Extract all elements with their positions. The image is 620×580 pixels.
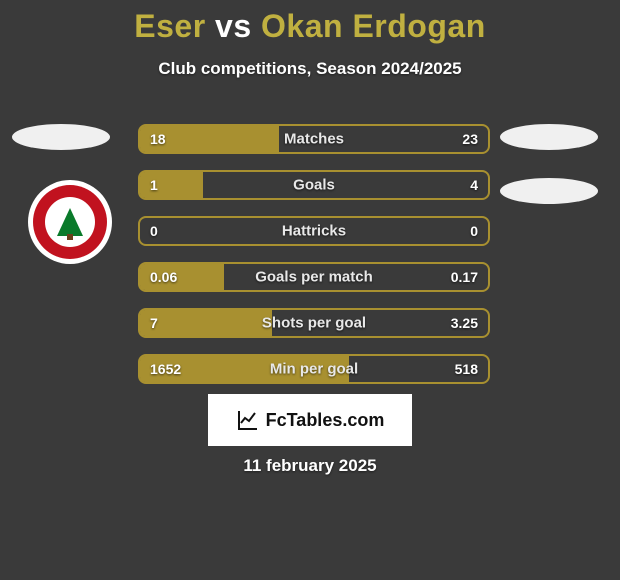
date-text: 11 february 2025 xyxy=(0,456,620,476)
player1-name: Eser xyxy=(134,8,205,44)
stat-value-right: 0.17 xyxy=(451,269,478,285)
stat-row: 18 Matches 23 xyxy=(138,124,490,154)
stat-label: Matches xyxy=(284,131,344,148)
stat-value-right: 23 xyxy=(462,131,478,147)
club-badge-umraniye xyxy=(28,180,112,264)
player1-badge-placeholder xyxy=(12,124,110,150)
stat-value-left: 18 xyxy=(150,131,166,147)
stat-fill-left xyxy=(140,310,272,336)
stat-value-left: 1652 xyxy=(150,361,181,377)
stat-row: 1652 Min per goal 518 xyxy=(138,354,490,384)
stat-value-right: 3.25 xyxy=(451,315,478,331)
brand-text: FcTables.com xyxy=(266,410,385,431)
stat-label: Goals xyxy=(293,177,335,194)
chart-icon xyxy=(236,408,260,432)
player2-badge-placeholder xyxy=(500,124,598,150)
player2-name: Okan Erdogan xyxy=(261,8,486,44)
stat-row: 1 Goals 4 xyxy=(138,170,490,200)
stat-value-right: 0 xyxy=(470,223,478,239)
player2-badge-placeholder xyxy=(500,178,598,204)
stat-label: Shots per goal xyxy=(262,315,366,332)
vs-text: vs xyxy=(215,8,252,44)
page-title: Eser vs Okan Erdogan xyxy=(0,0,620,45)
stat-value-left: 1 xyxy=(150,177,158,193)
stat-row: 0.06 Goals per match 0.17 xyxy=(138,262,490,292)
stat-value-left: 0 xyxy=(150,223,158,239)
stat-label: Hattricks xyxy=(282,223,346,240)
stat-row: 7 Shots per goal 3.25 xyxy=(138,308,490,338)
subtitle: Club competitions, Season 2024/2025 xyxy=(0,59,620,79)
stat-label: Goals per match xyxy=(255,269,373,286)
stat-value-left: 7 xyxy=(150,315,158,331)
stat-value-right: 4 xyxy=(470,177,478,193)
stat-row: 0 Hattricks 0 xyxy=(138,216,490,246)
brand-badge: FcTables.com xyxy=(208,394,412,446)
stat-value-right: 518 xyxy=(455,361,478,377)
stat-value-left: 0.06 xyxy=(150,269,177,285)
stat-label: Min per goal xyxy=(270,361,358,378)
